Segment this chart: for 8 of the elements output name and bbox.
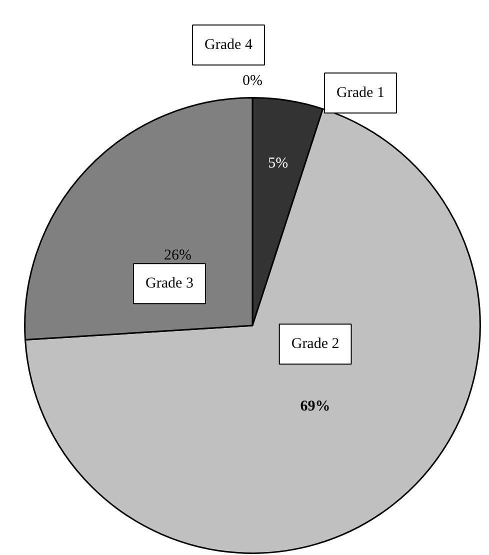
data-label: 26%: [164, 247, 192, 264]
slice-label: Grade 3: [146, 276, 194, 292]
text: 0%: [242, 73, 262, 89]
category-label: Grade 4: [204, 37, 252, 53]
data-label: 5%: [268, 156, 288, 172]
slice-label: Grade 1: [336, 85, 384, 101]
data-label: 69%: [300, 398, 330, 414]
slice-label: Grade 2: [291, 336, 340, 352]
